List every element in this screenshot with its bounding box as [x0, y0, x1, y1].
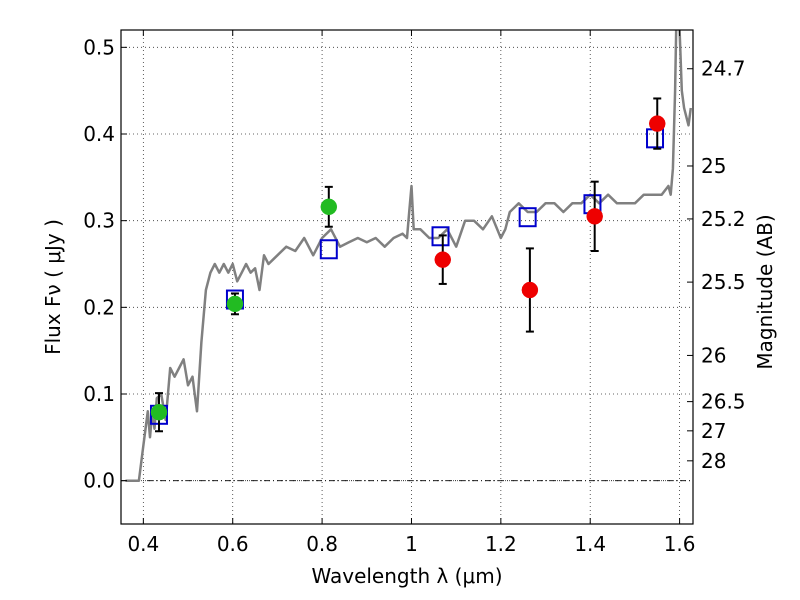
- y-tick-label: 0.4: [83, 122, 115, 146]
- y-tick-label: 0.2: [83, 295, 115, 319]
- magnitude-tick-label: 25.5: [701, 270, 746, 294]
- model-photometry-square: [646, 128, 665, 149]
- observed-data-point: [586, 208, 603, 225]
- magnitude-tick-label: 28: [701, 449, 726, 473]
- observed-data-point: [226, 295, 244, 313]
- magnitude-tick-label: 25: [701, 154, 726, 178]
- y-axis-label: Flux Fν ( μJy ): [41, 219, 65, 355]
- y-tick-label: 0.1: [83, 382, 115, 406]
- magnitude-tick-label: 27: [701, 419, 726, 443]
- observed-data-point: [649, 115, 666, 132]
- x-axis-ticks: 0.4 0.6 0.8 1 1.2 1.4 1.6: [127, 30, 696, 556]
- x-axis-label: Wavelength λ (μm): [311, 564, 502, 588]
- observed-data-point: [320, 198, 338, 216]
- x-tick-label: 1.4: [574, 532, 606, 556]
- magnitude-tick-label: 24.7: [701, 57, 746, 81]
- y-tick-label: 0.3: [83, 209, 115, 233]
- plot-content: [125, 30, 693, 482]
- model-photometry-square: [431, 226, 450, 247]
- model-spectrum-line: [125, 30, 693, 482]
- x-tick-label: 0.8: [306, 532, 338, 556]
- x-tick-label: 1.6: [664, 532, 696, 556]
- observed-data-point: [150, 403, 168, 421]
- magnitude-axis-label: Magnitude (AB): [753, 214, 777, 369]
- observed-data-point: [434, 251, 451, 268]
- x-tick-label: 1: [405, 532, 418, 556]
- x-tick-label: 1.2: [485, 532, 517, 556]
- grid-lines: [121, 30, 693, 524]
- magnitude-tick-label: 25.2: [701, 207, 746, 231]
- y-tick-label: 0.0: [83, 469, 115, 493]
- observed-data-point: [521, 281, 539, 299]
- plot-frame: [120, 29, 694, 525]
- magnitude-axis-ticks: 24.7 25 25.2 25.5 26 26.5 27 28: [687, 57, 746, 473]
- model-photometry-square: [319, 239, 338, 260]
- x-tick-label: 0.6: [217, 532, 249, 556]
- model-photometry-square: [518, 207, 537, 228]
- y-axis-ticks: 0.0 0.1 0.2 0.3 0.4 0.5: [83, 35, 127, 493]
- y-tick-label: 0.5: [83, 35, 115, 59]
- magnitude-tick-label: 26.5: [701, 390, 746, 414]
- magnitude-tick-label: 26: [701, 343, 726, 367]
- x-tick-label: 0.4: [127, 532, 159, 556]
